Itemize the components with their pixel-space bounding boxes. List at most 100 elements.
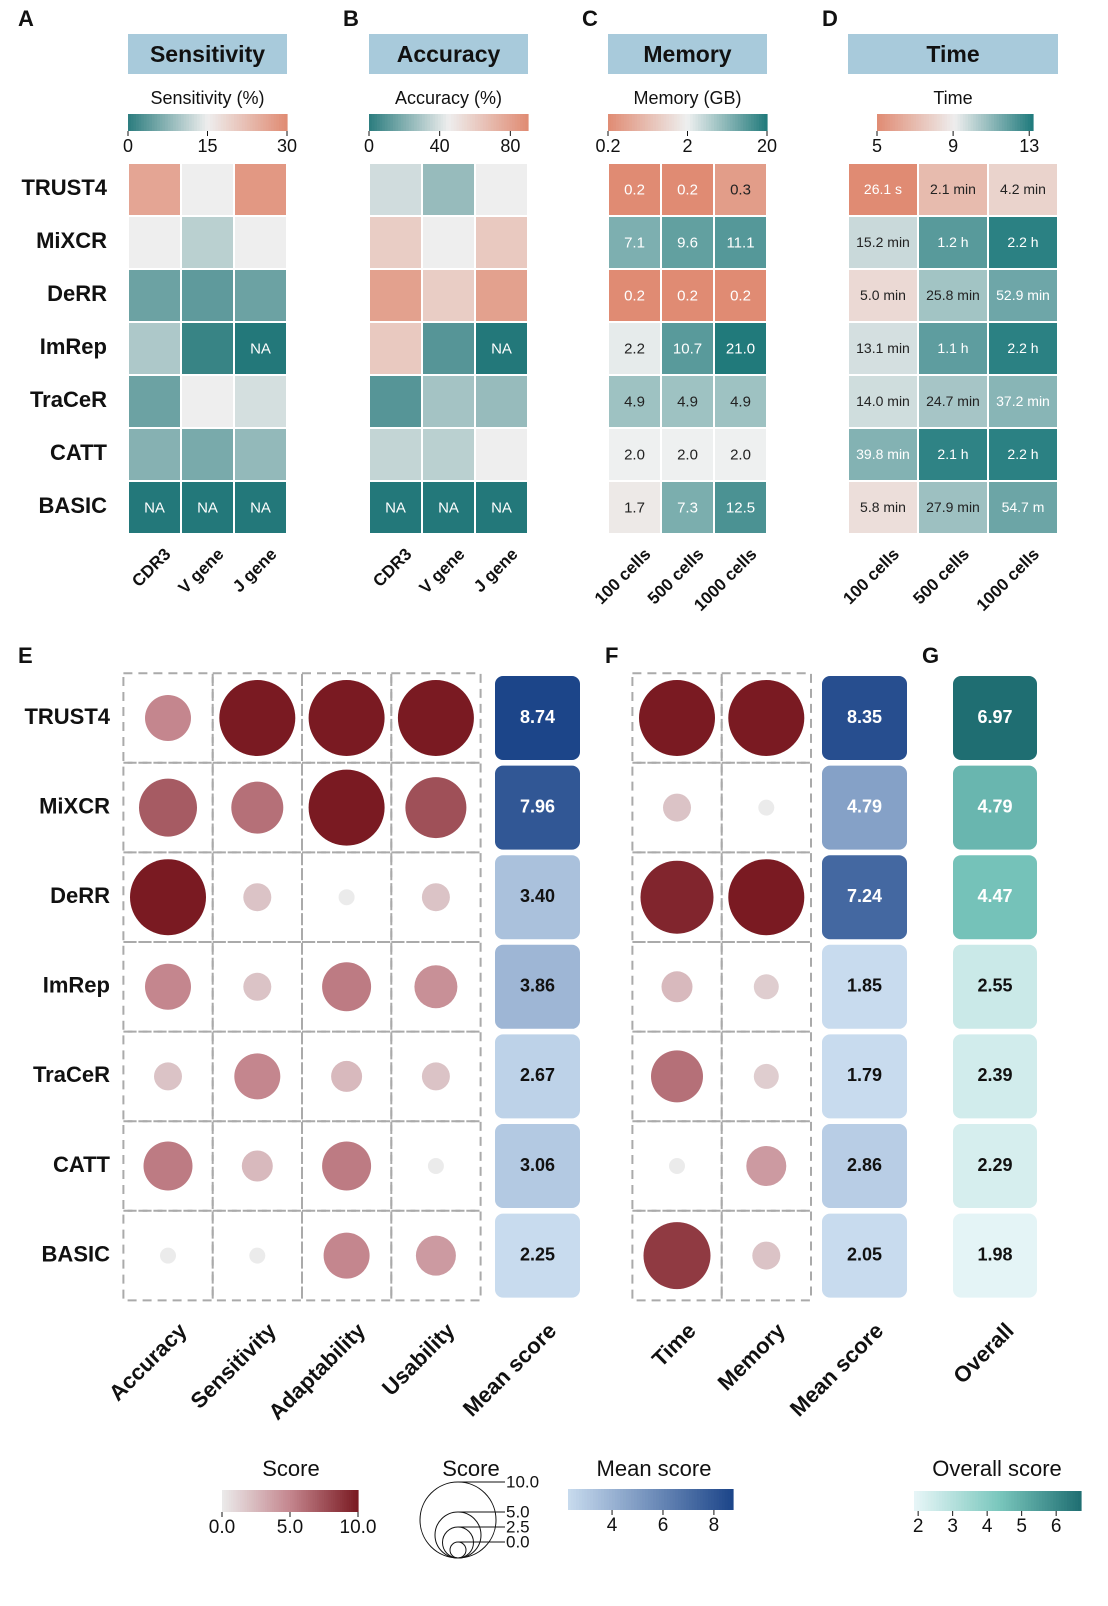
colorbar-tick-label: 4 (982, 1516, 993, 1537)
colorbar-segment (986, 1491, 990, 1511)
heatmap-cell (370, 270, 421, 321)
mean-label: 2.05 (847, 1244, 882, 1264)
colorbar-segment (1039, 1491, 1043, 1511)
colorbar-label: Accuracy (%) (395, 88, 502, 108)
colorbar-segment (576, 1489, 580, 1510)
overall-box (953, 1213, 1037, 1298)
colorbar-segment (1025, 1491, 1029, 1511)
heatmap-cell (919, 376, 987, 427)
heatmap-cell (476, 429, 527, 480)
colorbar-segment (735, 114, 739, 131)
heatmap-cell (182, 217, 233, 268)
colorbar-segment (231, 114, 235, 131)
colorbar-segment (969, 1491, 974, 1511)
colorbar-segment (697, 1489, 701, 1510)
score-dot (308, 680, 385, 756)
colorbar-segment (202, 114, 206, 131)
colorbar-segment (384, 114, 389, 131)
cell-label: 0.2 (624, 181, 645, 198)
mean-box (495, 1124, 580, 1208)
title-box (848, 34, 1058, 74)
colorbar-segment (714, 114, 718, 131)
colorbar-segment (679, 114, 683, 131)
colorbar-segment (419, 114, 423, 131)
column-label: 100 cells (839, 545, 903, 609)
panel-title: Sensitivity (150, 41, 265, 67)
size-legend-label: 5.0 (506, 1502, 530, 1521)
colorbar-tick-label: 13 (1019, 136, 1039, 156)
colorbar-segment (303, 1490, 307, 1512)
colorbar-segment (256, 1490, 259, 1512)
cell-label: NA (250, 499, 271, 516)
column-label: Memory (713, 1317, 791, 1395)
colorbar-segment (240, 1490, 243, 1512)
colorbar-segment (480, 114, 484, 131)
column-label: CDR3 (128, 545, 174, 591)
mean-box (495, 1213, 580, 1298)
title-box (128, 34, 287, 74)
heatmap-cell (919, 323, 987, 374)
colorbar-segment (1058, 1491, 1063, 1511)
colorbar-segment (262, 1490, 266, 1512)
mean-label: 2.86 (847, 1155, 882, 1175)
colorbar-segment (276, 114, 280, 131)
heatmap-cell (235, 217, 286, 268)
heatmap-cell (129, 164, 180, 215)
colorbar-segment (1003, 1491, 1007, 1511)
heatmap-cell (919, 164, 987, 215)
score-dot (427, 1158, 444, 1174)
colorbar-segment (962, 114, 966, 131)
cell-label: NA (250, 340, 271, 357)
colorbar-segment (626, 114, 630, 131)
colorbar-segment (194, 114, 198, 131)
colorbar-tick-label: 6 (1051, 1516, 1062, 1537)
colorbar-segment (887, 114, 891, 131)
colorbar-segment (319, 1490, 323, 1512)
colorbar-segment (729, 114, 734, 131)
colorbar-label: Time (933, 88, 972, 108)
colorbar-segment (952, 1491, 957, 1511)
colorbar-segment (301, 1490, 305, 1512)
colorbar-segment (905, 114, 909, 131)
colorbar-segment (133, 114, 137, 131)
colorbar-segment (138, 114, 142, 131)
cell-label: NA (438, 499, 459, 516)
cell-label: NA (385, 499, 406, 516)
colorbar-segment (629, 114, 633, 131)
heatmap-cell (989, 482, 1057, 533)
colorbar-segment (237, 1490, 241, 1512)
colorbar-segment (955, 1491, 960, 1511)
heatmap-cell (129, 482, 180, 533)
colorbar-segment (253, 1490, 257, 1512)
row-label: TraCeR (30, 387, 107, 412)
colorbar-segment (570, 1489, 575, 1510)
colorbar-segment (897, 114, 901, 131)
heatmap-cell (662, 323, 713, 374)
heatmap-cell (849, 482, 917, 533)
score-dot (145, 695, 191, 741)
heatmap-cell (715, 429, 766, 480)
colorbar-segment (719, 114, 723, 131)
colorbar-segment (923, 114, 927, 131)
cell-label: NA (491, 499, 512, 516)
score-dot (753, 1063, 779, 1089)
colorbar-segment (353, 1490, 357, 1512)
colorbar-segment (296, 1490, 300, 1512)
colorbar-segment (1004, 114, 1008, 131)
colorbar-segment (674, 114, 678, 131)
colorbar-segment (1042, 1491, 1046, 1511)
colorbar-segment (568, 1489, 572, 1510)
colorbar-segment (1036, 1491, 1040, 1511)
cell-label: 14.0 min (856, 393, 910, 409)
colorbar-segment (892, 114, 896, 131)
colorbar-segment (1012, 114, 1016, 131)
cell-label: 2.0 (624, 446, 645, 463)
colorbar-segment (294, 1490, 298, 1512)
colorbar-segment (204, 114, 209, 131)
colorbar-segment (936, 1491, 940, 1511)
colorbar-segment (280, 1490, 284, 1512)
legend-title: Score (262, 1456, 319, 1481)
colorbar-segment (1028, 1491, 1032, 1511)
colorbar-segment (233, 1490, 237, 1512)
score-dot (669, 1158, 685, 1174)
